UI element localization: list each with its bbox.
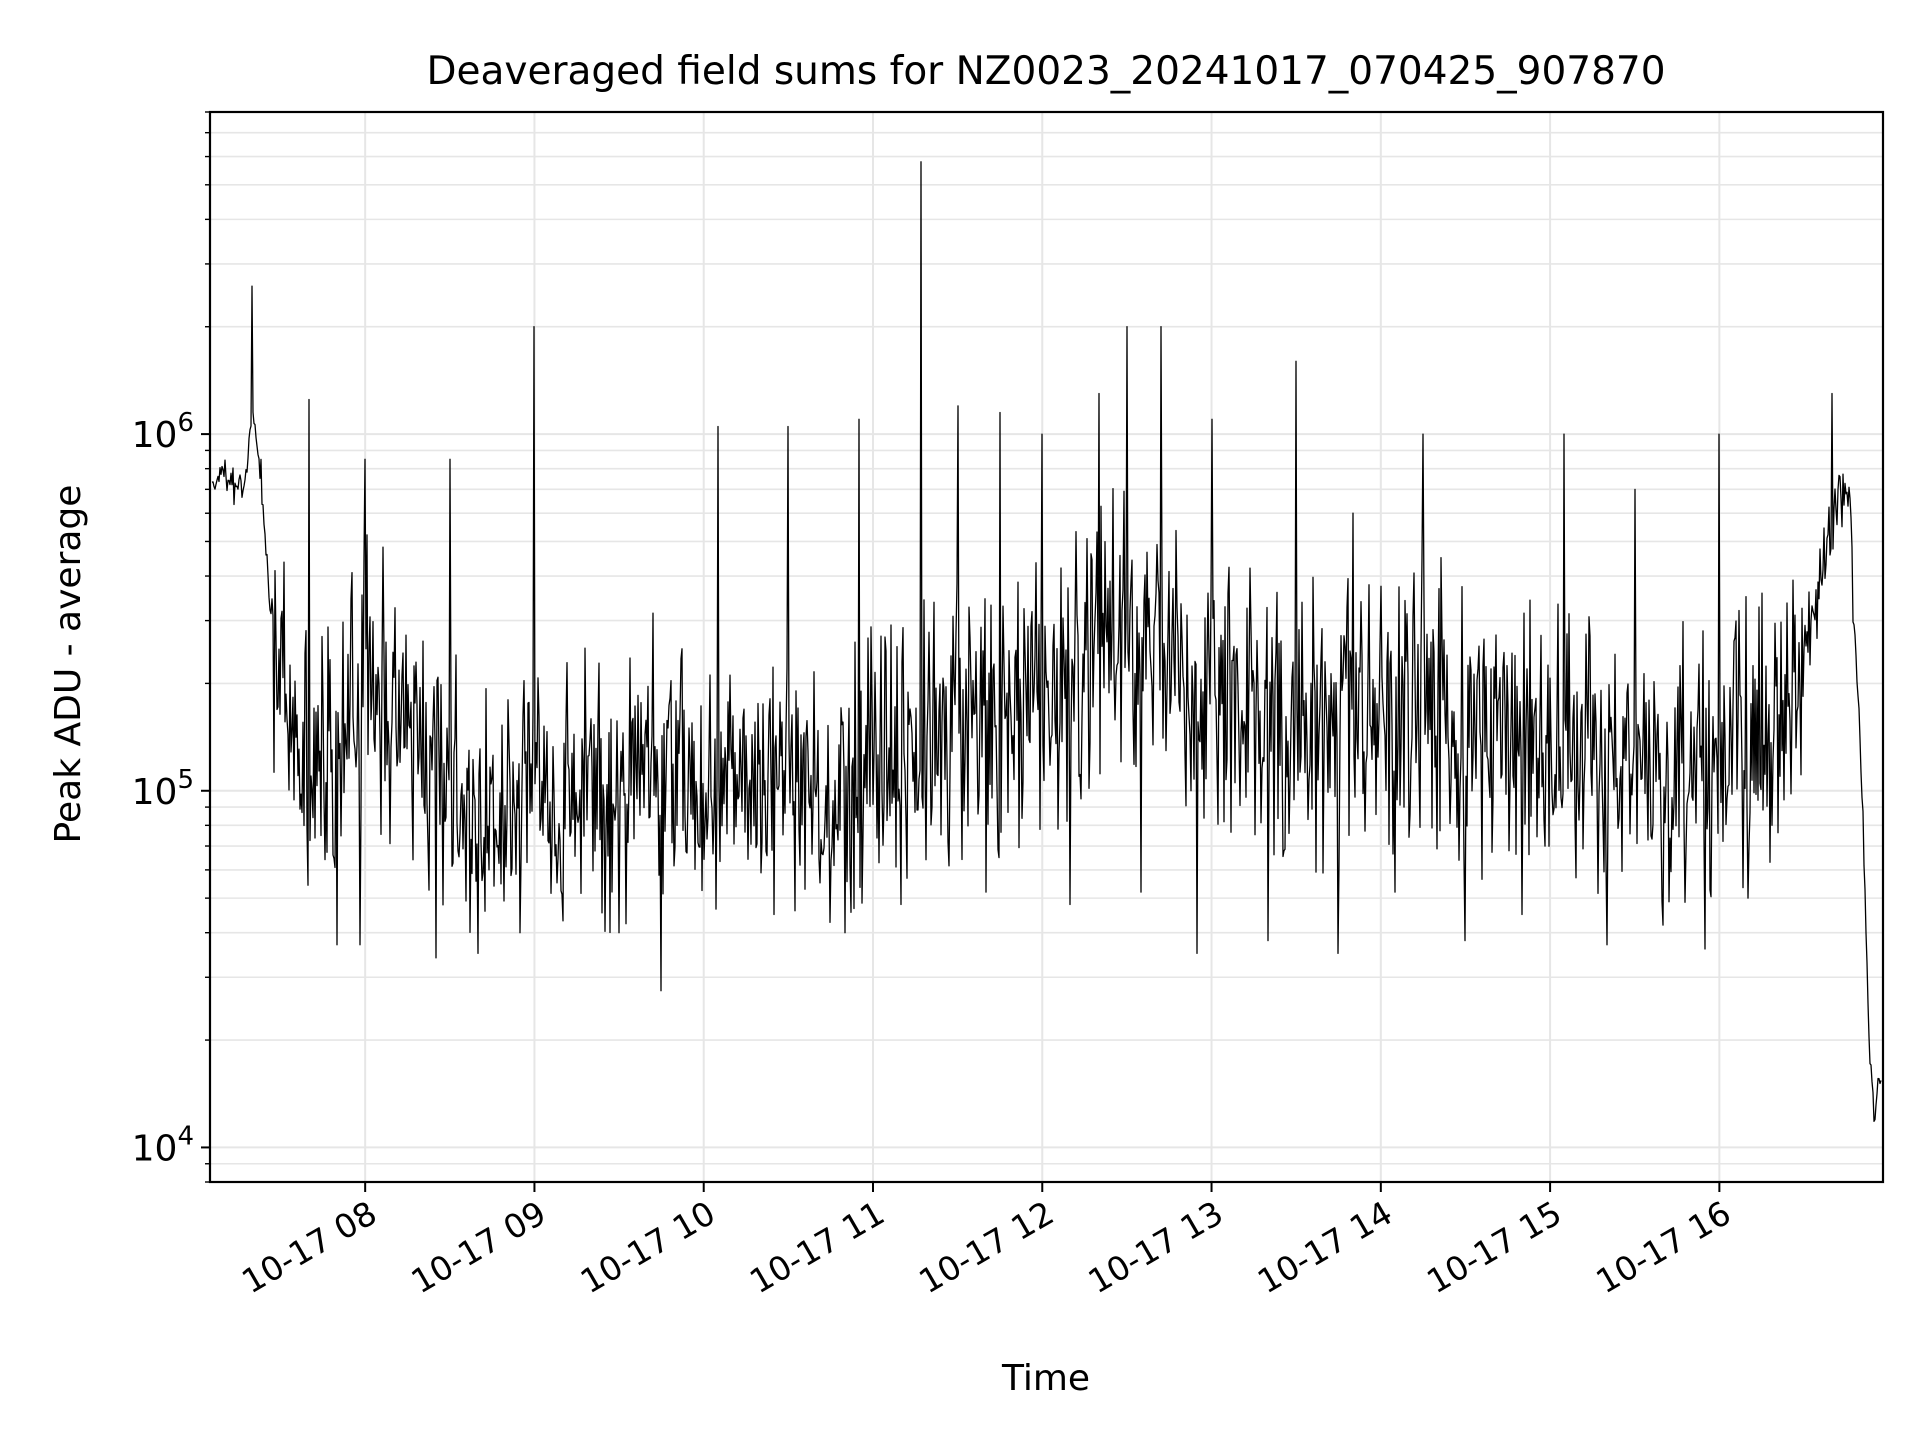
y-tick-base: 10 bbox=[132, 772, 178, 813]
y-tick-label: 104 bbox=[132, 1121, 194, 1169]
y-axis-label: Peak ADU - average bbox=[48, 485, 89, 844]
y-tick-base: 10 bbox=[132, 1128, 178, 1169]
y-tick-exponent: 6 bbox=[177, 408, 194, 438]
series-line bbox=[211, 161, 1882, 1122]
y-tick-label: 106 bbox=[132, 408, 194, 456]
x-axis-label: Time bbox=[1001, 1358, 1090, 1399]
y-tick-exponent: 4 bbox=[177, 1121, 194, 1151]
y-tick-label: 105 bbox=[132, 765, 194, 813]
y-tick-exponent: 5 bbox=[177, 765, 194, 795]
y-tick-base: 10 bbox=[132, 415, 178, 456]
chart-title: Deaveraged field sums for NZ0023_2024101… bbox=[426, 49, 1665, 94]
series-line-path bbox=[211, 161, 1882, 1122]
plot-area-frame bbox=[208, 110, 1885, 1184]
